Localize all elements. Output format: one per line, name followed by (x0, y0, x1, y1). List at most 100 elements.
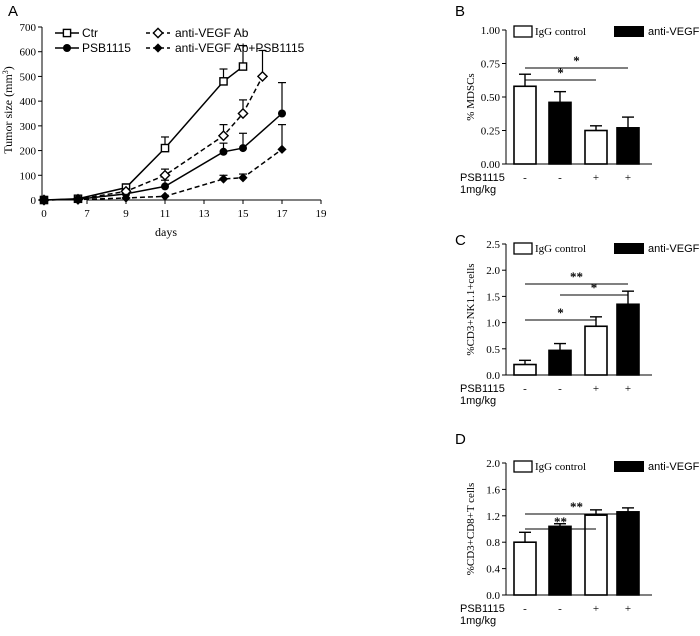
significance-label: * (557, 305, 564, 320)
panel-label-a: A (8, 3, 18, 20)
legend-label-igg: IgG control (535, 243, 586, 255)
legend-a-label-psb: PSB1115 (82, 41, 131, 55)
dose-label: 1mg/kg (460, 395, 496, 407)
y-tick-label: 0.0 (486, 370, 500, 382)
y-tick-label: 0.4 (486, 564, 500, 576)
y-tick-label: 700 (20, 22, 37, 34)
bar (616, 511, 640, 596)
bar (616, 303, 640, 376)
treatment-sign: - (523, 603, 527, 615)
legend-marker (153, 43, 163, 53)
y-tick-label: 0.0 (486, 590, 500, 602)
y-tick-label: 0.25 (481, 126, 501, 138)
y-axis-label: %CD3+CD8+T cells (465, 483, 477, 576)
y-tick-label: 2.0 (486, 265, 500, 277)
legend-swatch-igg (513, 25, 533, 38)
x-tick-label: 19 (316, 208, 328, 220)
treatment-sign: - (523, 172, 527, 184)
y-tick-label: 600 (20, 47, 37, 59)
y-tick-label: 400 (20, 96, 37, 108)
significance-label: ** (554, 514, 567, 529)
y-axis-label: %CD3+NK1.1+cells (465, 263, 477, 355)
x-tick-label: 17 (277, 208, 289, 220)
treatment-label: PSB1115 (460, 172, 505, 184)
y-tick-label: 200 (20, 146, 37, 158)
treatment-sign: + (593, 383, 599, 395)
data-point (278, 109, 286, 118)
panel-label-d: D (455, 431, 466, 448)
data-point (160, 191, 170, 201)
y-tick-label: 2.5 (486, 239, 500, 251)
data-point (161, 182, 169, 191)
bar (513, 363, 537, 376)
legend-marker (62, 28, 72, 38)
legend-a-label-combo: anti-VEGF Ab+PSB1115 (175, 41, 305, 55)
y-tick-label: 0.5 (486, 344, 500, 356)
data-point (218, 174, 229, 184)
bar (584, 514, 608, 596)
significance-label: * (591, 280, 598, 295)
data-point (239, 144, 247, 153)
legend-swatch-igg (513, 460, 533, 473)
panel-c-chart: 0.0 0.5 1.0 1.5 2.0 2.5 %CD3+NK1.1+cells - - + + * *… (460, 239, 700, 407)
panel-label-c: C (455, 232, 466, 249)
y-tick-label: 2.0 (486, 458, 500, 470)
significance-label: * (573, 53, 580, 68)
data-point (219, 77, 228, 86)
y-tick-label: 0.8 (486, 537, 500, 549)
bar (513, 541, 537, 596)
treatment-sign: - (523, 383, 527, 395)
data-point (159, 169, 171, 181)
bar (513, 85, 537, 165)
y-tick-label: 300 (20, 121, 37, 133)
x-tick-label: 0 (41, 208, 47, 220)
bar (616, 127, 640, 165)
treatment-sign: + (625, 383, 631, 395)
bar (548, 525, 572, 596)
y-tick-label: 1.00 (481, 25, 501, 37)
legend-swatch-antivegf (614, 243, 644, 254)
data-point (73, 194, 83, 205)
y-axis-label: % MDSCs (465, 73, 477, 120)
data-point (238, 173, 248, 183)
y-tick-label: 0.75 (481, 59, 501, 71)
panel-a-xlabel: days (155, 225, 177, 239)
y-tick-label: 1.6 (486, 484, 500, 496)
y-tick-label: 0 (31, 195, 37, 207)
legend-marker (63, 44, 71, 52)
treatment-sign: + (593, 172, 599, 184)
data-point (217, 130, 230, 142)
panel-a-ylabel: Tumor size (mm3) (1, 66, 15, 154)
x-tick-label: 11 (160, 208, 171, 220)
y-tick-label: 1.5 (486, 291, 500, 303)
treatment-sign: + (625, 172, 631, 184)
significance-label: ** (570, 499, 583, 514)
data-point (237, 107, 249, 120)
y-tick-label: 1.0 (486, 318, 500, 330)
bar (584, 129, 608, 165)
significance-label: * (557, 65, 564, 80)
y-tick-label: 0.00 (481, 159, 501, 171)
x-tick-label: 13 (199, 208, 211, 220)
legend-marker (152, 27, 164, 39)
data-point (219, 147, 228, 156)
panel-a-chart: 0 100 200 300 400 500 600 700 0 7 9 11 13 15 17 19 (20, 22, 328, 220)
legend-swatch-antivegf (614, 26, 644, 37)
y-tick-label: 1.2 (486, 511, 500, 523)
treatment-sign: - (558, 172, 562, 184)
treatment-label: PSB1115 (460, 383, 505, 395)
dose-label: 1mg/kg (460, 184, 496, 196)
treatment-sign: - (558, 383, 562, 395)
bar (548, 349, 572, 376)
data-point (121, 193, 131, 203)
y-tick-label: 100 (20, 170, 37, 182)
panel-label-b: B (455, 3, 465, 20)
x-tick-label: 15 (238, 208, 250, 220)
legend-a-label-ctr: Ctr (82, 26, 98, 40)
y-tick-label: 0.50 (481, 92, 501, 104)
data-point (238, 62, 248, 71)
x-tick-label: 7 (84, 208, 90, 220)
treatment-sign: + (593, 603, 599, 615)
series-line (43, 65, 244, 201)
